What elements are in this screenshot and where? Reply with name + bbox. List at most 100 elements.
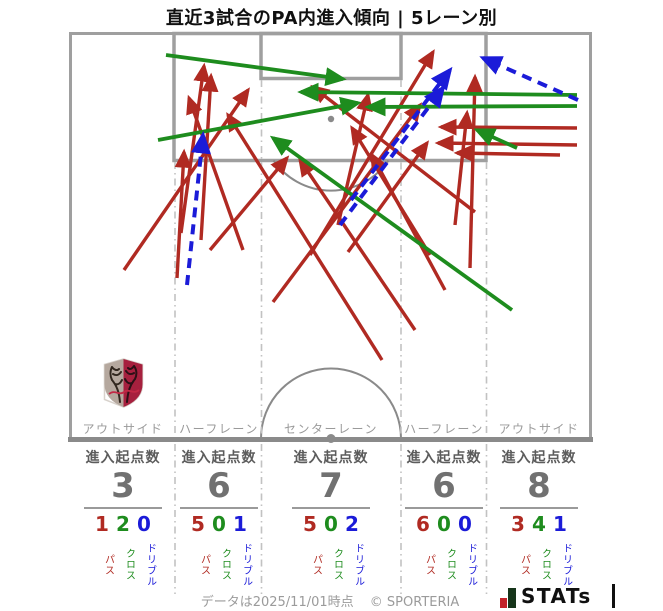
dribble-count: 1 xyxy=(553,511,567,536)
cross-count: 0 xyxy=(437,511,451,536)
lane-label: ハーフレーン xyxy=(404,422,484,436)
antler-left xyxy=(109,366,123,403)
pass-count: 6 xyxy=(416,511,430,536)
dribble-label: ドリブル xyxy=(560,542,572,587)
lane-stats-column-outside-left: 進入起点数 3 1 2 0 パス クロス ドリブル xyxy=(71,447,175,593)
origin-count-header: 進入起点数 xyxy=(501,450,577,466)
origin-count-value: 6 xyxy=(432,466,456,506)
pass-entry-arrow xyxy=(308,49,435,256)
cross-label: クロス xyxy=(123,548,135,582)
entry-arrows-layer xyxy=(122,49,579,361)
pass-label: パス xyxy=(518,553,530,576)
dribble-count: 2 xyxy=(345,511,359,536)
pass-label: パス xyxy=(102,553,114,576)
dribble-entry-arrow xyxy=(479,56,579,102)
breakdown-labels: パス クロス ドリブル xyxy=(71,537,175,593)
dribble-label: ドリブル xyxy=(465,542,477,587)
penalty-spot xyxy=(327,115,335,123)
origin-count-header: 進入起点数 xyxy=(181,450,257,466)
penalty-arc xyxy=(272,159,390,192)
lane-labels: アウトサイド ハーフレーン センターレーン ハーフレーン アウトサイド xyxy=(82,422,579,436)
breakdown-labels: パス クロス ドリブル xyxy=(279,537,383,593)
cross-count: 4 xyxy=(532,511,546,536)
origin-count-header: 進入起点数 xyxy=(293,450,369,466)
origin-count-value: 7 xyxy=(319,466,343,506)
origin-count-header: 進入起点数 xyxy=(406,450,482,466)
stats-brand-logo: STATs xyxy=(498,584,618,610)
cross-label: クロス xyxy=(331,548,343,582)
breakdown-labels: パス クロス ドリブル xyxy=(167,537,271,593)
pass-count: 3 xyxy=(511,511,525,536)
lane-stats-column-half-right: 進入起点数 6 6 0 0 パス クロス ドリブル xyxy=(392,447,496,593)
breakdown-values: 6 0 0 xyxy=(392,513,496,535)
pass-count: 5 xyxy=(191,511,205,536)
cross-label: クロス xyxy=(539,548,551,582)
origin-count-value: 3 xyxy=(111,466,135,506)
pass-count: 1 xyxy=(95,511,109,536)
crest-signature-script xyxy=(108,389,140,395)
page-title: 直近3試合のPA内進入傾向 | 5レーン別 xyxy=(165,8,498,29)
cross-entry-arrow xyxy=(364,97,578,117)
cross-entry-arrow xyxy=(157,96,362,142)
pass-entry-arrow xyxy=(336,91,373,226)
breakdown-labels: パス クロス ドリブル xyxy=(392,537,496,593)
pass-entry-arrow xyxy=(271,102,423,304)
lane-label: センターレーン xyxy=(284,422,378,436)
dribble-entry-arrow xyxy=(338,84,446,227)
divider-rule xyxy=(180,506,258,509)
cross-label: クロス xyxy=(219,548,231,582)
brand-wordmark: STATs xyxy=(521,584,592,608)
pass-entry-arrow xyxy=(346,140,429,253)
breakdown-labels: パス クロス ドリブル xyxy=(487,537,591,593)
dribble-count: 0 xyxy=(458,511,472,536)
dribble-count: 1 xyxy=(233,511,247,536)
cross-count: 0 xyxy=(212,511,226,536)
origin-count-value: 8 xyxy=(527,466,551,506)
pass-count: 5 xyxy=(303,511,317,536)
antler-right xyxy=(124,365,138,403)
cross-count: 0 xyxy=(324,511,338,536)
pass-entry-arrow xyxy=(174,148,192,279)
data-note: データは2025/11/01時点 © SPORTERIA xyxy=(185,591,475,610)
lane-stats-column-half-left: 進入起点数 6 5 0 1 パス クロス ドリブル xyxy=(167,447,271,593)
lane-stats-column-centre: 進入起点数 7 5 0 2 パス クロス ドリブル xyxy=(279,447,383,593)
pass-entry-arrow xyxy=(453,109,474,226)
dribble-label: ドリブル xyxy=(144,542,156,587)
origin-count-value: 6 xyxy=(207,466,231,506)
origin-count-header: 進入起点数 xyxy=(85,450,161,466)
divider-rule xyxy=(84,506,162,509)
centre-spot xyxy=(326,434,336,443)
pass-entry-arrow xyxy=(453,144,561,162)
cross-entry-arrow xyxy=(269,135,514,312)
bar-chart-icon-green-bar xyxy=(508,588,516,608)
pass-entry-arrow xyxy=(370,152,447,291)
breakdown-values: 5 0 1 xyxy=(167,513,271,535)
lane-dividers xyxy=(174,80,488,594)
data-timestamp: データは2025/11/01時点 xyxy=(200,595,354,610)
copyright: © SPORTERIA xyxy=(369,595,460,610)
pass-entry-arrow xyxy=(208,155,290,252)
pass-entry-arrow xyxy=(199,72,219,241)
breakdown-values: 5 0 2 xyxy=(279,513,383,535)
pass-label: パス xyxy=(198,553,210,576)
pitch-lines xyxy=(68,31,593,443)
pass-label: パス xyxy=(310,553,322,576)
pass-entry-arrow xyxy=(437,118,578,136)
team-crest-logo xyxy=(103,358,144,408)
cross-label: クロス xyxy=(444,548,456,582)
divider-rule xyxy=(500,506,578,509)
pass-entry-arrow xyxy=(298,157,417,331)
divider-rule xyxy=(405,506,483,509)
pass-entry-arrow xyxy=(186,94,245,251)
dribble-label: ドリブル xyxy=(240,542,252,587)
dribble-count: 0 xyxy=(137,511,151,536)
cross-entry-arrow xyxy=(297,82,578,102)
pass-label: パス xyxy=(423,553,435,576)
lane-label: ハーフレーン xyxy=(179,422,259,436)
pass-entry-arrow xyxy=(226,112,384,361)
centre-circle xyxy=(260,367,402,439)
lane-label: アウトサイド xyxy=(498,422,579,436)
lane-label: アウトサイド xyxy=(82,422,163,436)
